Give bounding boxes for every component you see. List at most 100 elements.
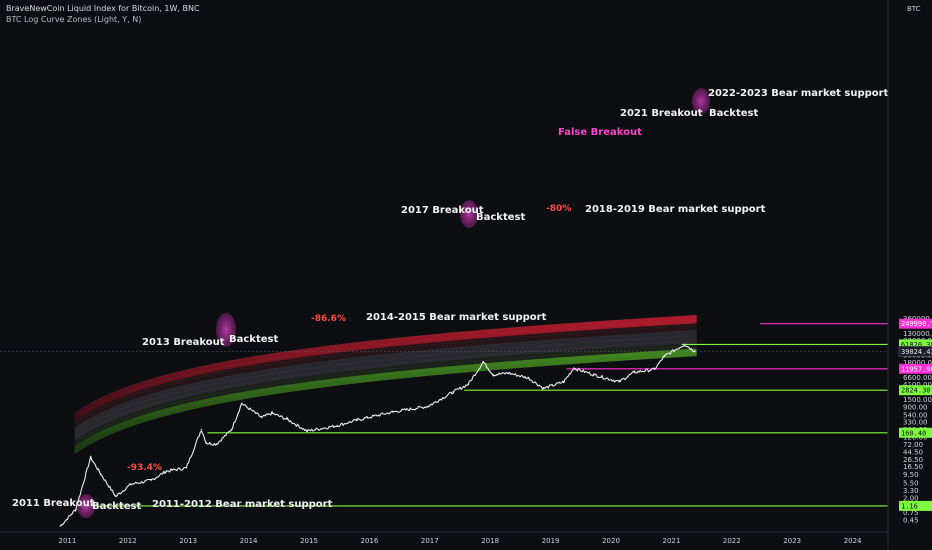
- horizontal-levels: [0, 323, 888, 507]
- x-tick-label: 2020: [602, 537, 620, 545]
- price-point: [59, 525, 62, 527]
- y-tick-label: 0.45: [903, 516, 919, 524]
- x-tick-label: 2013: [179, 537, 197, 545]
- band-line: [74, 350, 697, 450]
- annotation-backtest-2017: Backtest: [476, 212, 525, 223]
- x-tick-label: 2022: [723, 537, 741, 545]
- band-line: [74, 335, 697, 434]
- price-point: [260, 416, 263, 419]
- price-point: [507, 372, 510, 374]
- annotation-backtest-2011: Backtest: [92, 501, 141, 512]
- annotation-breakout-2021: 2021 Breakout: [620, 108, 703, 119]
- backtest-circle: [216, 313, 236, 347]
- backtest-circle: [460, 200, 478, 228]
- middle-band: [74, 330, 697, 442]
- x-tick-label: 2023: [783, 537, 801, 545]
- band-line: [74, 355, 697, 455]
- price-series: [59, 343, 696, 527]
- price-point: [427, 405, 429, 408]
- price-point: [89, 456, 92, 459]
- y-tick-label: 330.00: [903, 419, 928, 427]
- x-tick-label: 2014: [240, 537, 258, 545]
- price-point: [336, 424, 339, 427]
- y-tick-label: 6600.00: [903, 374, 932, 382]
- price-point: [165, 470, 168, 473]
- backtest-circles: [77, 88, 710, 518]
- band-line: [74, 320, 697, 419]
- x-tick-label: 2017: [421, 537, 439, 545]
- price-point: [542, 387, 545, 390]
- price-point: [653, 368, 656, 371]
- x-tick-label: 2012: [119, 537, 137, 545]
- annotation-drop-2011: -93.4%: [127, 463, 162, 473]
- price-label-text: 2824.30: [901, 387, 931, 395]
- price-label-text: 39024.43: [901, 348, 932, 356]
- price-point: [492, 373, 495, 376]
- annotation-breakout-2017: 2017 Breakout: [401, 205, 484, 216]
- x-tick-label: 2018: [481, 537, 499, 545]
- price-label-box: [899, 500, 932, 511]
- price-point: [114, 495, 117, 498]
- price-point: [633, 371, 636, 374]
- y-tick-label: 5.50: [903, 479, 919, 487]
- y-tick-label: 16.50: [903, 463, 923, 471]
- upper-middle-band: [74, 323, 697, 429]
- y-tick-label: 44.50: [903, 448, 923, 456]
- annotation-false-breakout: False Breakout: [558, 127, 642, 138]
- backtest-circle: [77, 494, 95, 518]
- price-point: [663, 355, 666, 358]
- price-label-box: [899, 385, 932, 396]
- price-point: [391, 411, 394, 413]
- annotation-support-2011: 2011-2012 Bear market support: [152, 499, 333, 510]
- price-point: [306, 430, 308, 432]
- y-tick-label: 0.75: [903, 509, 919, 517]
- annotation-support-2014: 2014-2015 Bear market support: [366, 312, 547, 323]
- price-point: [562, 380, 565, 383]
- time-axis[interactable]: 2011 2012 2013 2014 2015 2016 2017 2018 2019 2020…: [0, 531, 888, 545]
- backtest-circle: [692, 88, 710, 114]
- annotation-drop-2014: -86.6%: [311, 314, 346, 324]
- annotation-breakout-2011: 2011 Breakout: [12, 498, 95, 509]
- price-point: [452, 391, 454, 393]
- price-point: [130, 483, 132, 486]
- y-tick-label: 9.50: [903, 471, 919, 479]
- y-tick-label: 1500.00: [903, 396, 932, 404]
- y-tick-label: 3.30: [903, 487, 919, 495]
- y-tick-label: 130000.00: [903, 330, 932, 338]
- price-point: [215, 443, 218, 445]
- price-label-text: 160.40: [901, 429, 926, 437]
- price-point: [74, 508, 77, 511]
- price-point: [573, 367, 575, 369]
- y-tick-label: 26.50: [903, 456, 923, 464]
- price-label-box: [899, 363, 932, 374]
- price-point: [230, 428, 233, 431]
- x-tick-label: 2016: [361, 537, 379, 545]
- x-tick-label: 2021: [663, 537, 681, 545]
- annotation-drop-2018: -80%: [546, 204, 571, 214]
- chart-title: BraveNewCoin Liquid Index for Bitcoin, 1…: [6, 4, 200, 13]
- price-point: [527, 377, 530, 379]
- annotation-backtest-2021: Backtest: [709, 108, 758, 119]
- band-line: [74, 330, 697, 429]
- x-tick-label: 2015: [300, 537, 318, 545]
- log-curve-zones: [74, 314, 697, 455]
- price-label-text: 11957.96: [901, 365, 932, 373]
- upper-band: [74, 315, 697, 422]
- y-tick-label: 18000.00: [903, 359, 932, 367]
- price-label-box: [899, 318, 932, 329]
- price-label-text: 61820.38: [901, 341, 932, 349]
- price-point: [482, 361, 485, 363]
- band-line: [74, 325, 697, 424]
- band-line: [74, 314, 697, 414]
- annotation-support-2018: 2018-2019 Bear market support: [585, 204, 766, 215]
- price-label-box: [899, 427, 932, 438]
- x-tick-label: 2024: [844, 537, 862, 545]
- price-point: [693, 350, 696, 353]
- y-tick-label: 72.00: [903, 441, 923, 449]
- x-tick-label: 2011: [59, 537, 77, 545]
- annotation-backtest-2013: Backtest: [229, 334, 278, 345]
- annotation-support-2022: 2022-2023 Bear market support: [708, 88, 889, 99]
